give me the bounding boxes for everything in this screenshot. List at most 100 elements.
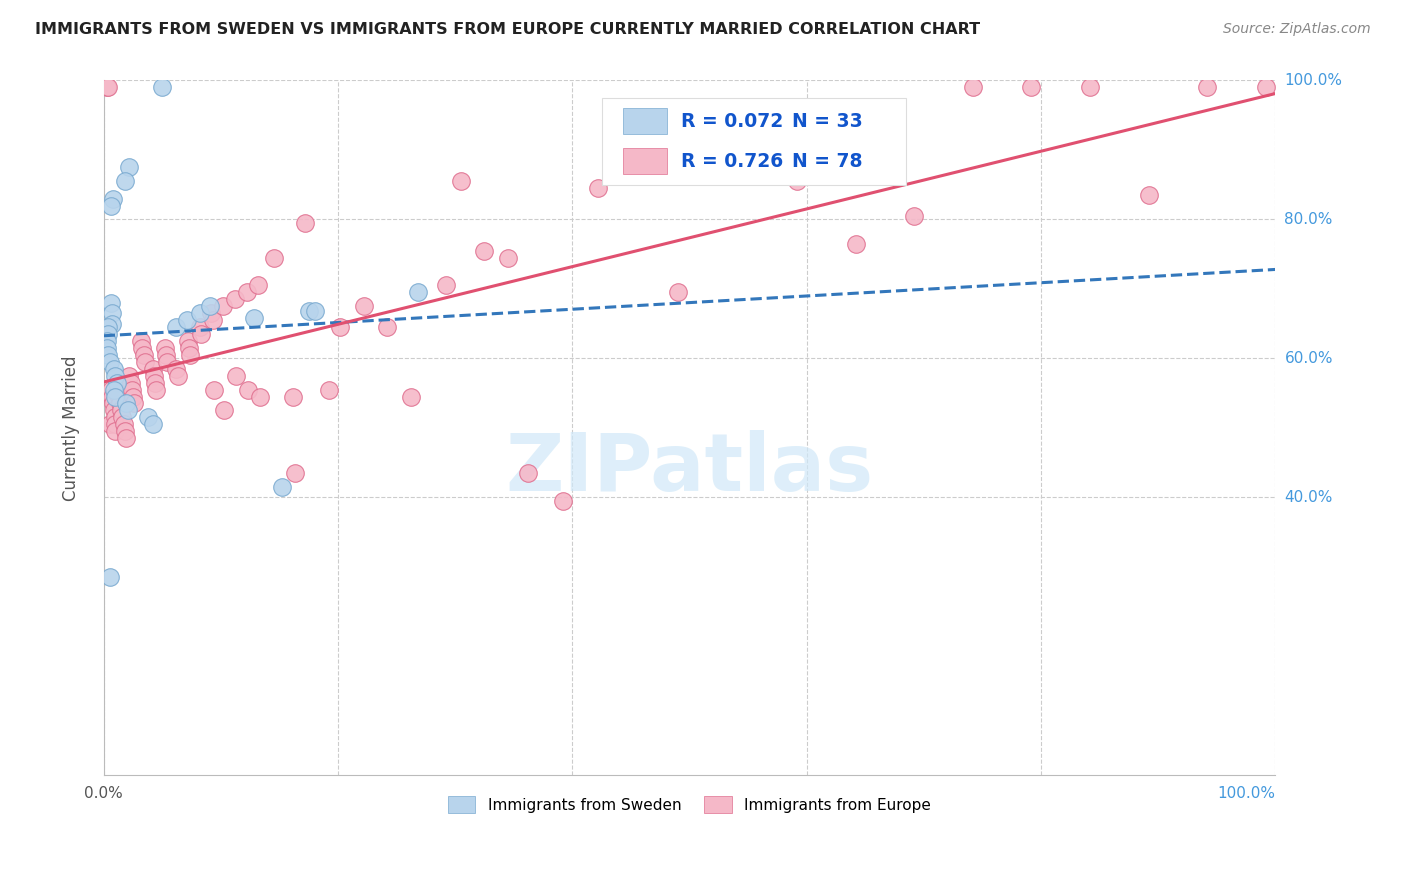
Point <box>105 376 128 390</box>
Point <box>165 320 187 334</box>
Text: Source: ZipAtlas.com: Source: ZipAtlas.com <box>1223 22 1371 37</box>
Point <box>318 383 340 397</box>
Point <box>212 299 235 313</box>
Point <box>249 390 271 404</box>
Point <box>97 326 120 341</box>
Point <box>235 285 257 300</box>
Point <box>145 383 167 397</box>
Point <box>101 317 124 331</box>
Point <box>666 285 689 300</box>
Point <box>155 348 177 362</box>
Point <box>153 341 176 355</box>
Point <box>1254 80 1277 95</box>
Point <box>142 361 165 376</box>
Point <box>143 376 166 390</box>
Point <box>247 278 270 293</box>
Point <box>165 361 187 376</box>
Point <box>98 355 121 369</box>
Text: 100.0%: 100.0% <box>1285 73 1343 88</box>
Point <box>516 466 538 480</box>
Point <box>115 431 138 445</box>
Point <box>242 311 264 326</box>
Point <box>100 295 122 310</box>
Point <box>136 410 159 425</box>
Point <box>214 403 236 417</box>
Point <box>201 313 224 327</box>
Point <box>111 410 134 425</box>
Point <box>166 368 188 383</box>
Point <box>104 390 127 404</box>
Point <box>97 80 120 95</box>
Point <box>98 417 121 432</box>
Point <box>1137 188 1160 202</box>
Point <box>298 304 321 318</box>
Point <box>97 348 120 362</box>
Point <box>283 390 305 404</box>
Point <box>101 390 124 404</box>
Point <box>122 396 145 410</box>
Point <box>786 174 808 188</box>
Point <box>434 278 457 293</box>
Point <box>188 306 211 320</box>
Point <box>375 320 398 334</box>
Text: Currently Married: Currently Married <box>62 355 80 500</box>
Point <box>176 313 198 327</box>
Legend: Immigrants from Sweden, Immigrants from Europe: Immigrants from Sweden, Immigrants from … <box>441 789 936 820</box>
Point <box>100 198 122 212</box>
Point <box>132 348 155 362</box>
Point <box>903 209 925 223</box>
Point <box>270 480 292 494</box>
Point <box>98 570 121 584</box>
Point <box>108 390 131 404</box>
Point <box>112 417 135 432</box>
Point <box>551 493 574 508</box>
Point <box>263 251 285 265</box>
Point <box>96 80 118 95</box>
FancyBboxPatch shape <box>602 98 905 185</box>
Point <box>104 417 127 432</box>
Text: 80.0%: 80.0% <box>1285 212 1333 227</box>
FancyBboxPatch shape <box>623 108 666 135</box>
Point <box>114 174 136 188</box>
Text: ZIPatlas: ZIPatlas <box>505 431 873 508</box>
Text: N = 33: N = 33 <box>793 112 863 131</box>
Point <box>236 383 259 397</box>
Point <box>727 146 749 161</box>
Text: 0.0%: 0.0% <box>84 786 124 800</box>
Point <box>329 320 352 334</box>
Point <box>304 304 326 318</box>
Point <box>224 293 246 307</box>
Point <box>101 192 124 206</box>
Point <box>142 417 165 432</box>
Point <box>845 236 868 251</box>
Point <box>962 80 984 95</box>
Point <box>1197 80 1219 95</box>
Point <box>101 396 124 410</box>
Point <box>294 216 316 230</box>
Point <box>103 403 125 417</box>
Text: 60.0%: 60.0% <box>1285 351 1333 366</box>
Text: 100.0%: 100.0% <box>1218 786 1275 800</box>
Point <box>450 174 472 188</box>
Point <box>131 341 153 355</box>
Point <box>96 341 118 355</box>
Point <box>122 390 145 404</box>
Point <box>406 285 429 300</box>
Point <box>150 80 173 95</box>
Point <box>200 306 222 320</box>
Point <box>399 390 422 404</box>
Point <box>177 334 200 348</box>
Point <box>1021 80 1043 95</box>
Point <box>114 425 136 439</box>
Point <box>284 466 307 480</box>
Point <box>129 334 152 348</box>
Text: R = 0.072: R = 0.072 <box>681 112 783 131</box>
Point <box>200 299 222 313</box>
Point <box>586 181 609 195</box>
Point <box>100 383 122 397</box>
Point <box>474 244 496 258</box>
Point <box>118 161 141 175</box>
Point <box>188 320 211 334</box>
Point <box>104 410 127 425</box>
Text: N = 78: N = 78 <box>793 152 863 170</box>
